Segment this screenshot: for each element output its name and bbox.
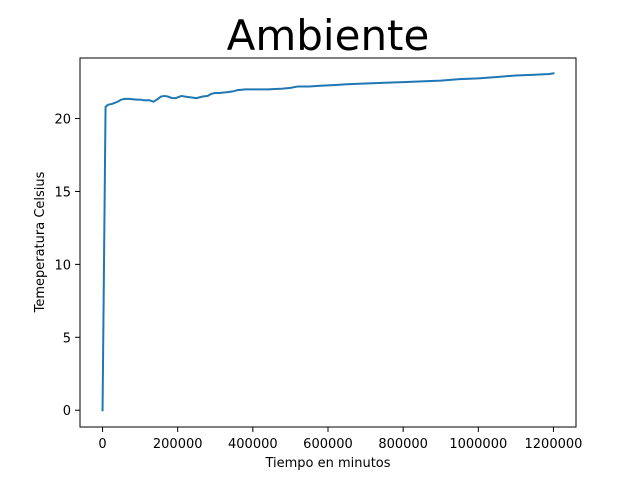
x-tick-label: 200000 bbox=[153, 437, 203, 452]
x-tick-label: 1200000 bbox=[525, 437, 583, 452]
plot-area bbox=[101, 72, 555, 412]
x-axis-ticks: 0 200000 400000 600000 800000 1000000 1200000 bbox=[98, 427, 582, 452]
x-tick-label: 400000 bbox=[228, 437, 278, 452]
y-tick-label: 5 bbox=[63, 331, 71, 346]
y-tick-label: 15 bbox=[54, 185, 71, 200]
chart-title: Ambiente bbox=[227, 11, 430, 60]
x-tick-label: 1000000 bbox=[449, 437, 507, 452]
x-tick-label: 800000 bbox=[378, 437, 428, 452]
y-axis-ticks: 0 5 10 15 20 bbox=[54, 113, 80, 419]
y-tick-label: 20 bbox=[54, 113, 71, 128]
x-tick-label: 600000 bbox=[303, 437, 353, 452]
y-tick-label: 10 bbox=[54, 258, 71, 273]
y-axis-label: Temeperatura Celsius bbox=[33, 171, 48, 313]
x-axis-label: Tiempo en minutos bbox=[264, 456, 390, 471]
x-tick-label: 0 bbox=[98, 437, 106, 452]
series-line-temperature bbox=[101, 72, 555, 412]
y-tick-label: 0 bbox=[63, 404, 71, 419]
